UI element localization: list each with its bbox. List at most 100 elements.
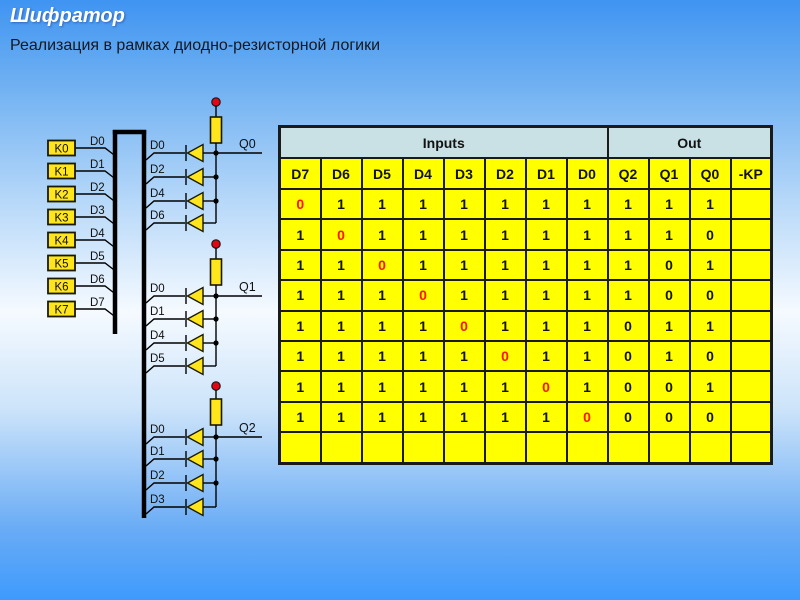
table-cell: 1 bbox=[483, 279, 527, 312]
table-cell: 1 bbox=[360, 309, 404, 342]
table-cell: 0 bbox=[606, 400, 650, 434]
table-cell bbox=[360, 431, 404, 465]
page-title: Шифратор bbox=[10, 5, 125, 27]
table-cell: 1 bbox=[442, 370, 486, 403]
table-cell: 1 bbox=[319, 370, 363, 403]
table-cell: 1 bbox=[401, 309, 445, 342]
column-header: D6 bbox=[319, 157, 363, 190]
diode-label: D5 bbox=[150, 353, 165, 365]
data-line-label: D2 bbox=[90, 182, 105, 194]
table-cell: 1 bbox=[278, 339, 322, 373]
wire bbox=[75, 308, 114, 317]
table-cell: 0 bbox=[688, 218, 732, 251]
column-header: D5 bbox=[360, 157, 404, 190]
table-cell: 1 bbox=[483, 248, 527, 282]
key-box-k3 bbox=[47, 208, 76, 226]
junction-dot bbox=[213, 340, 219, 346]
column-header: D3 bbox=[442, 157, 486, 190]
key-label: K0 bbox=[54, 144, 68, 156]
column-header: -KP bbox=[729, 157, 773, 190]
diode-icon bbox=[186, 449, 204, 469]
table-cell bbox=[729, 339, 773, 373]
diode-icon bbox=[186, 356, 204, 376]
data-line-label: D5 bbox=[90, 251, 105, 263]
junction-dot bbox=[213, 456, 219, 462]
output-label: Q2 bbox=[239, 421, 256, 435]
table-cell: 1 bbox=[565, 218, 609, 251]
table-cell bbox=[319, 431, 363, 465]
table-cell: 1 bbox=[442, 279, 486, 312]
wire bbox=[75, 239, 114, 248]
table-cell: 1 bbox=[360, 218, 404, 251]
table-cell: 1 bbox=[688, 187, 732, 221]
table-cell: 1 bbox=[606, 218, 650, 251]
column-header: D2 bbox=[483, 157, 527, 190]
table-group-header-row: Inputs Out bbox=[278, 125, 773, 159]
table-cell: 1 bbox=[524, 400, 568, 434]
table-cell: 1 bbox=[565, 370, 609, 403]
table-cell bbox=[483, 431, 527, 465]
key-box-k7 bbox=[47, 300, 76, 318]
resistor-icon bbox=[209, 398, 223, 426]
wire bbox=[75, 216, 114, 225]
table-cell: 1 bbox=[360, 279, 404, 312]
diode-icon bbox=[186, 497, 204, 517]
page-subtitle: Реализация в рамках диодно-резисторной л… bbox=[10, 37, 381, 54]
diode-label: D3 bbox=[150, 494, 165, 506]
table-cell: 1 bbox=[401, 400, 445, 434]
table-cell: 1 bbox=[483, 218, 527, 251]
table-cell: 1 bbox=[606, 187, 650, 221]
diode-label: D4 bbox=[150, 188, 165, 200]
table-cell bbox=[729, 279, 773, 312]
table-cell: 1 bbox=[401, 187, 445, 221]
diode-icon bbox=[186, 286, 204, 306]
table-cell: 1 bbox=[278, 309, 322, 342]
wire bbox=[75, 285, 114, 294]
table-cell: 1 bbox=[565, 339, 609, 373]
column-header-row: D7 D6 D5 D4 D3 D2 D1 D0 Q2 Q1 Q0 -KP bbox=[278, 157, 773, 190]
power-node-icon bbox=[211, 97, 221, 107]
table-cell bbox=[606, 431, 650, 465]
wire bbox=[75, 262, 114, 271]
table-cell: 1 bbox=[401, 339, 445, 373]
table-cell: 1 bbox=[401, 248, 445, 282]
table-cell: 0 bbox=[647, 400, 691, 434]
table-cell: 1 bbox=[688, 309, 732, 342]
data-line-label: D0 bbox=[90, 136, 105, 148]
key-inputs: K0 D0 K1 D1 K2 D2 K3 D3 K4 D4 K5 bbox=[47, 136, 114, 318]
table-cell: 1 bbox=[483, 370, 527, 403]
bus-lines bbox=[112, 129, 147, 518]
table-cell: 1 bbox=[688, 370, 732, 403]
wire bbox=[75, 147, 114, 156]
diode-label: D0 bbox=[150, 424, 165, 436]
table-cell: 1 bbox=[319, 309, 363, 342]
data-line-label: D6 bbox=[90, 274, 105, 286]
table-cell: 1 bbox=[565, 187, 609, 221]
data-line-label: D7 bbox=[90, 297, 105, 309]
table-cell: 1 bbox=[565, 279, 609, 312]
power-node-icon bbox=[211, 381, 221, 391]
column-header: D0 bbox=[565, 157, 609, 190]
table-cell: 0 bbox=[483, 339, 527, 373]
column-header: Q1 bbox=[647, 157, 691, 190]
table-cell: 0 bbox=[606, 370, 650, 403]
table-cell: 0 bbox=[278, 187, 322, 221]
table-cell: 0 bbox=[524, 370, 568, 403]
diode-label: D4 bbox=[150, 330, 165, 342]
table-cell bbox=[442, 431, 486, 465]
diode-icon bbox=[186, 191, 204, 211]
junction-dot bbox=[213, 174, 219, 180]
table-cell: 1 bbox=[442, 339, 486, 373]
key-box-k5 bbox=[47, 254, 76, 272]
table-cell: 1 bbox=[524, 309, 568, 342]
out-group-header: Out bbox=[606, 125, 773, 159]
table-cell: 1 bbox=[319, 187, 363, 221]
data-line-label: D1 bbox=[90, 159, 105, 171]
table-cell: 1 bbox=[401, 218, 445, 251]
table-cell bbox=[565, 431, 609, 465]
